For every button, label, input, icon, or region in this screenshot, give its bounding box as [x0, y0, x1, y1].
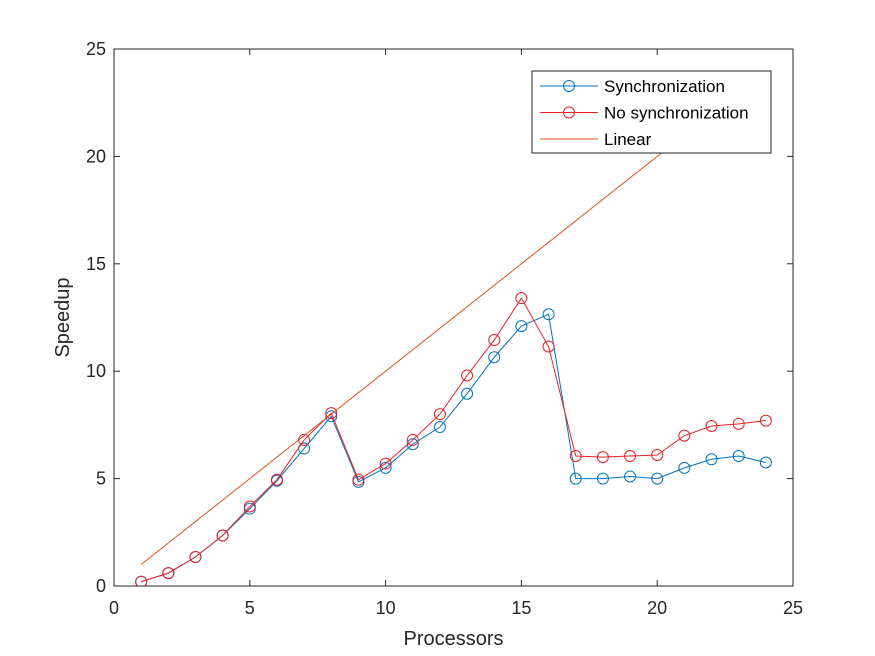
data-point-no-synchronization — [352, 473, 365, 486]
y-axis-label: Speedup — [52, 277, 74, 357]
x-axis-label: Processors — [403, 628, 503, 650]
data-point-synchronization — [759, 456, 772, 469]
data-point-no-synchronization — [651, 448, 664, 461]
data-point-synchronization — [732, 450, 745, 463]
y-tick-label: 20 — [86, 146, 106, 166]
y-tick-label: 15 — [86, 254, 106, 274]
x-tick-label: 0 — [109, 598, 119, 618]
data-point-synchronization — [596, 472, 609, 485]
data-point-synchronization — [433, 421, 446, 434]
data-point-no-synchronization — [596, 451, 609, 464]
data-point-no-synchronization — [461, 369, 474, 382]
data-point-synchronization — [542, 308, 555, 321]
data-point-synchronization — [569, 472, 582, 485]
data-point-no-synchronization — [515, 292, 528, 305]
x-tick-label: 15 — [511, 598, 531, 618]
data-point-no-synchronization — [433, 408, 446, 421]
x-tick-label: 20 — [647, 598, 667, 618]
data-point-synchronization — [488, 351, 501, 364]
legend-label-linear: Linear — [604, 130, 652, 149]
data-point-no-synchronization — [678, 429, 691, 442]
data-point-no-synchronization — [732, 417, 745, 430]
data-point-synchronization — [379, 461, 392, 474]
legend-marker-no-synchronization — [563, 106, 575, 119]
data-point-no-synchronization — [135, 575, 148, 586]
data-point-no-synchronization — [270, 473, 283, 486]
data-point-synchronization — [651, 472, 664, 485]
data-point-no-synchronization — [216, 529, 229, 542]
x-tick-label: 10 — [376, 598, 396, 618]
data-point-no-synchronization — [189, 551, 202, 564]
data-point-synchronization — [624, 470, 637, 483]
x-tick-label: 5 — [245, 598, 255, 618]
y-tick-label: 0 — [96, 576, 106, 596]
data-point-synchronization — [705, 453, 718, 466]
data-point-no-synchronization — [488, 334, 501, 347]
data-point-no-synchronization — [243, 500, 256, 513]
series-line-synchronization — [141, 313, 766, 583]
y-tick-label: 5 — [96, 469, 106, 489]
data-point-synchronization — [678, 461, 691, 474]
legend-marker-synchronization — [563, 80, 575, 92]
plot-border — [113, 48, 794, 587]
y-tick-label: 10 — [86, 361, 106, 381]
data-point-no-synchronization — [379, 457, 392, 470]
legend-label-synchronization: Synchronization — [604, 77, 725, 96]
data-point-no-synchronization — [162, 567, 175, 580]
legend-label-no-synchronization: No synchronization — [604, 104, 749, 123]
data-point-no-synchronization — [325, 407, 338, 420]
data-point-synchronization — [515, 320, 528, 333]
data-point-no-synchronization — [569, 450, 582, 463]
y-tick-label: 25 — [86, 39, 106, 59]
data-point-synchronization — [461, 387, 474, 400]
x-tick-label: 25 — [783, 598, 803, 618]
data-point-no-synchronization — [759, 414, 772, 427]
legend: Synchronization No synchronization Linear — [531, 70, 772, 154]
data-point-no-synchronization — [705, 419, 718, 432]
data-point-synchronization — [325, 410, 338, 423]
series-no-synchronization — [135, 292, 772, 586]
data-point-no-synchronization — [406, 433, 419, 446]
data-point-no-synchronization — [542, 340, 555, 353]
data-point-no-synchronization — [624, 450, 637, 463]
